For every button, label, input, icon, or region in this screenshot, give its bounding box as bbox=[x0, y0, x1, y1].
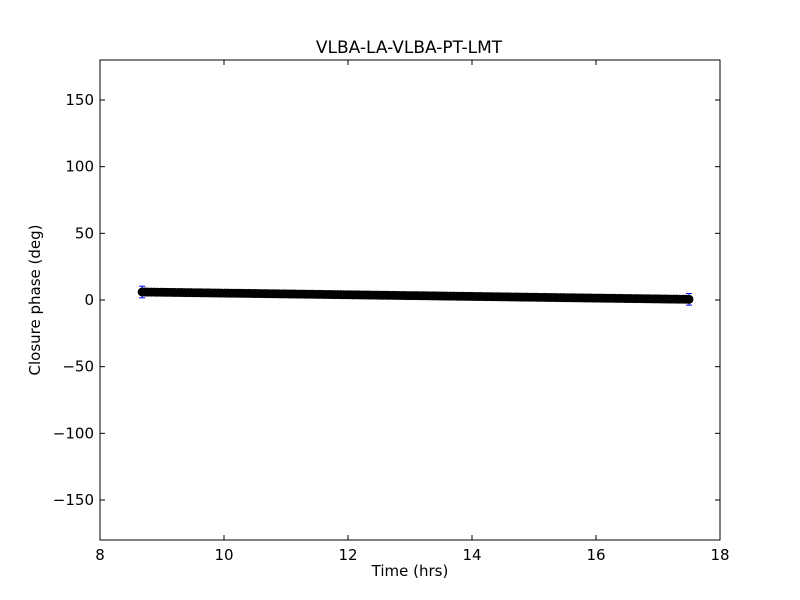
y-tick-label: −150 bbox=[53, 491, 94, 509]
y-axis-ticks: −150 −100 −50 0 50 100 150 bbox=[53, 91, 720, 509]
x-tick-label: 8 bbox=[95, 546, 105, 564]
x-tick-label: 10 bbox=[214, 546, 233, 564]
data-points-group bbox=[137, 287, 694, 304]
y-tick-label: −50 bbox=[62, 358, 94, 376]
x-axis-label: Time (hrs) bbox=[371, 562, 449, 580]
y-tick-label: 0 bbox=[84, 291, 94, 309]
y-tick-label: −100 bbox=[53, 424, 94, 442]
x-tick-label: 16 bbox=[586, 546, 605, 564]
x-tick-label: 14 bbox=[462, 546, 481, 564]
x-tick-label: 12 bbox=[338, 546, 357, 564]
y-tick-label: 150 bbox=[65, 91, 94, 109]
y-axis-label: Closure phase (deg) bbox=[26, 225, 44, 376]
y-tick-label: 50 bbox=[75, 224, 94, 242]
data-point bbox=[684, 294, 694, 304]
x-tick-label: 18 bbox=[710, 546, 729, 564]
chart-title: VLBA-LA-VLBA-PT-LMT bbox=[316, 38, 503, 58]
y-tick-label: 100 bbox=[65, 158, 94, 176]
x-axis-ticks: 8 10 12 14 16 18 bbox=[95, 60, 730, 564]
